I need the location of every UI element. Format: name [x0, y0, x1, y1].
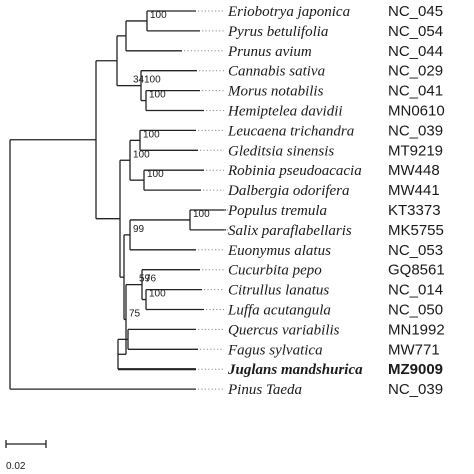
- support-value: 59: [139, 274, 151, 285]
- accession-number: NC_014: [388, 282, 443, 299]
- support-value: 100: [133, 149, 150, 160]
- taxon-name: Juglans mandshurica: [227, 362, 363, 378]
- accession-number: MN0610: [388, 103, 445, 120]
- accession-number: GQ8561: [388, 262, 445, 279]
- accession-number: NC_044: [388, 43, 443, 60]
- support-value: 100: [147, 169, 164, 180]
- taxon-name: Gleditsia sinensis: [228, 143, 334, 159]
- taxon-name: Euonymus alatus: [227, 243, 331, 259]
- taxon-name: Pyrus betulifolia: [227, 24, 328, 40]
- accession-number: MN1992: [388, 321, 445, 338]
- taxon-name: Leucaena trichandra: [227, 123, 354, 139]
- taxon-name: Cucurbita pepo: [228, 263, 322, 279]
- taxon-name: Cannabis sativa: [228, 64, 325, 80]
- accession-number: MT9219: [388, 142, 443, 159]
- support-value: 34: [133, 75, 145, 86]
- accession-number: NC_045: [388, 3, 443, 20]
- accession-number: NC_053: [388, 242, 443, 259]
- taxon-name: Salix paraflabellaris: [228, 223, 352, 239]
- taxon-name: Luffa acutangula: [227, 303, 331, 319]
- support-value: 76: [145, 274, 157, 285]
- accession-number: NC_039: [388, 381, 443, 398]
- accession-number: NC_054: [388, 23, 443, 40]
- accession-number: MW441: [388, 182, 440, 199]
- accession-number: NC_039: [388, 122, 443, 139]
- accession-number: MZ9009: [388, 361, 443, 378]
- support-value: 75: [129, 308, 141, 319]
- support-value: 100: [150, 10, 167, 21]
- taxon-name: Populus tremula: [227, 203, 327, 219]
- support-value: 100: [149, 289, 166, 300]
- accession-number: NC_041: [388, 83, 443, 100]
- accession-number: MW448: [388, 162, 440, 179]
- accession-number: KT3373: [388, 202, 441, 219]
- taxon-name: Quercus variabilis: [228, 322, 340, 338]
- leaf-labels: Eriobotrya japonica NC_045 Pyrus betulifol…: [227, 3, 445, 398]
- taxon-name: Eriobotrya japonica: [227, 4, 350, 20]
- accession-number: NC_029: [388, 63, 443, 80]
- taxon-name: Citrullus lanatus: [228, 283, 329, 299]
- accession-number: NC_050: [388, 302, 443, 319]
- taxon-name: Dalbergia odorifera: [227, 183, 350, 199]
- support-value: 100: [193, 209, 210, 220]
- taxon-name: Hemiptelea davidii: [227, 104, 343, 120]
- scale-bar-label: 0.02: [6, 461, 26, 472]
- support-value: 100: [149, 90, 166, 101]
- taxon-name: Robinia pseudoacacia: [227, 163, 362, 179]
- taxon-name: Pinus Taeda: [227, 382, 302, 398]
- taxon-name: Morus notabilis: [227, 84, 324, 100]
- tree-branches: [9, 10, 226, 390]
- support-value: 99: [133, 224, 145, 235]
- leader-lines: [184, 10, 228, 390]
- scale-bar: 0.02: [5, 440, 47, 472]
- support-value: 100: [143, 129, 160, 140]
- taxon-name: Fagus sylvatica: [227, 342, 323, 358]
- support-value: 100: [144, 75, 161, 86]
- taxon-name: Prunus avium: [227, 44, 312, 60]
- accession-number: MK5755: [388, 222, 444, 239]
- accession-number: MW771: [388, 341, 440, 358]
